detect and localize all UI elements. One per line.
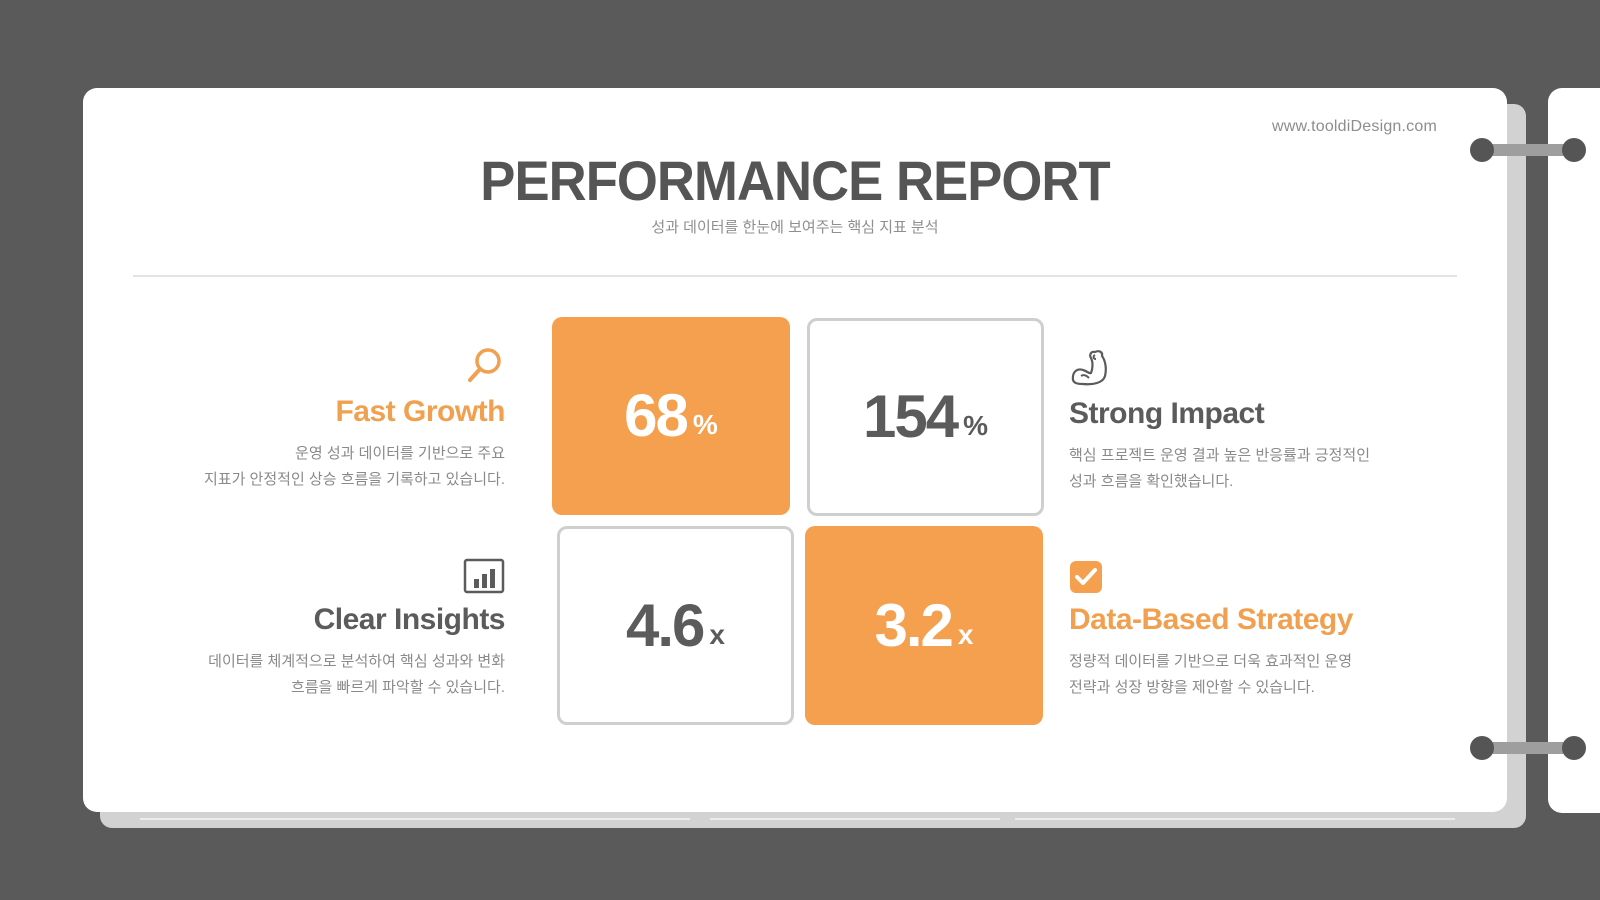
website-label: www.tooldiDesign.com: [1272, 118, 1437, 135]
feature-title: Clear Insights: [313, 603, 506, 636]
page-subtitle: 성과 데이터를 한눈에 보여주는 핵심 지표 분석: [651, 219, 939, 236]
feature-data-strategy: Data-Based Strategy 정량적 데이터를 기반으로 더욱 효과적…: [1069, 560, 1469, 701]
metric-card-impact: 154 %: [807, 318, 1044, 516]
page-edge-line: [140, 818, 690, 820]
feature-title: Data-Based Strategy: [1069, 603, 1353, 636]
feature-description-line: 전략과 성장 방향을 제안할 수 있습니다.: [1069, 679, 1315, 696]
next-slide-edge[interactable]: [1548, 88, 1600, 813]
metric-card-growth: 68 %: [552, 317, 790, 515]
feature-description-line: 성과 흐름을 확인했습니다.: [1069, 473, 1234, 490]
feature-description-line: 정량적 데이터를 기반으로 더욱 효과적인 운영: [1069, 653, 1353, 670]
page-title: PERFORMANCE REPORT: [480, 149, 1110, 212]
metric-unit: %: [692, 409, 718, 440]
page-edge-line: [1015, 818, 1455, 820]
bar-chart-icon: [463, 558, 505, 599]
binder-ring: [1470, 734, 1586, 762]
feature-description-line: 흐름을 빠르게 파악할 수 있습니다.: [290, 679, 505, 696]
feature-title: Strong Impact: [1069, 397, 1265, 430]
metric-unit: x: [709, 618, 725, 650]
metric-value: 4.6: [626, 591, 705, 659]
feature-description: 운영 성과 데이터를 기반으로 주요 지표가 안정적인 상승 흐름을 기록하고 …: [85, 441, 505, 493]
muscle-arm-icon: [1069, 346, 1113, 393]
feature-title: Fast Growth: [335, 395, 505, 428]
feature-description: 데이터를 체계적으로 분석하여 핵심 성과와 변화 흐름을 빠르게 파악할 수 …: [85, 649, 505, 701]
metric-card-strategy: 3.2 x: [805, 526, 1043, 725]
feature-clear-insights: Clear Insights 데이터를 체계적으로 분석하여 핵심 성과와 변화…: [85, 558, 506, 701]
metric-value: 3.2: [874, 591, 954, 659]
feature-description-line: 데이터를 체계적으로 분석하여 핵심 성과와 변화: [208, 653, 505, 670]
feature-description-line: 지표가 안정적인 상승 흐름을 기록하고 있습니다.: [203, 471, 505, 488]
feature-description: 정량적 데이터를 기반으로 더욱 효과적인 운영 전략과 성장 방향을 제안할 …: [1069, 649, 1469, 701]
search-icon: [465, 346, 505, 391]
metric-value: 68: [624, 382, 689, 449]
binder-ring: [1470, 136, 1586, 164]
feature-fast-growth: Fast Growth 운영 성과 데이터를 기반으로 주요 지표가 안정적인 …: [85, 346, 506, 493]
metric-unit: x: [957, 618, 974, 650]
page-edge-line: [710, 818, 1000, 820]
metric-value: 154: [862, 383, 959, 450]
divider: [133, 275, 1457, 277]
metric-card-insights: 4.6 x: [557, 526, 794, 725]
slide: www.tooldiDesign.com PERFORMANCE REPORT …: [83, 88, 1507, 812]
feature-description-line: 핵심 프로젝트 운영 결과 높은 반응률과 긍정적인: [1069, 447, 1371, 464]
feature-description-line: 운영 성과 데이터를 기반으로 주요: [295, 445, 505, 462]
feature-strong-impact: Strong Impact 핵심 프로젝트 운영 결과 높은 반응률과 긍정적인…: [1069, 346, 1449, 495]
feature-description: 핵심 프로젝트 운영 결과 높은 반응률과 긍정적인 성과 흐름을 확인했습니다…: [1069, 443, 1449, 495]
metric-unit: %: [963, 410, 988, 441]
checkbox-icon: [1069, 560, 1103, 599]
